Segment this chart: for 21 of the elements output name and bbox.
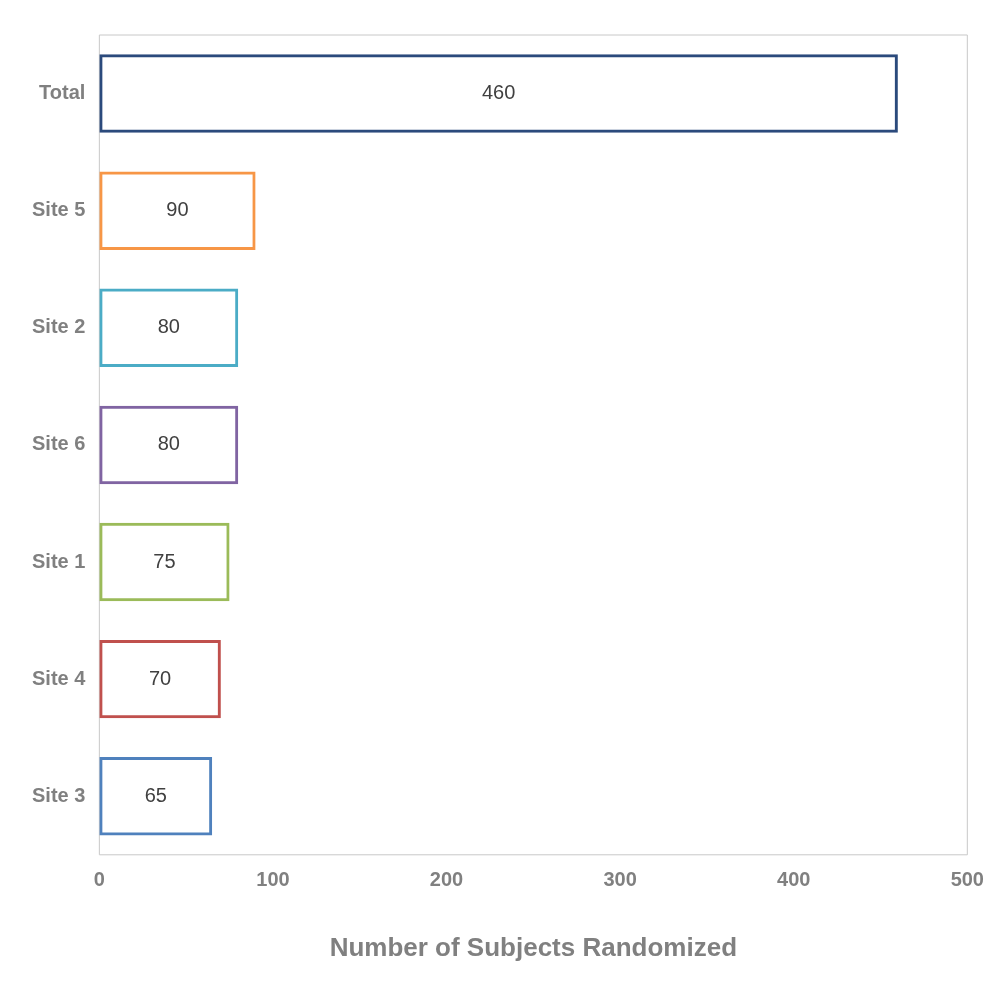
y-tick-label: Site 3 [32,783,86,806]
data-label: 80 [157,432,180,455]
x-tick-label: 100 [256,868,290,891]
y-tick-label: Site 2 [32,315,86,338]
x-tick-label: 400 [777,868,811,891]
data-label: 65 [144,783,167,806]
y-tick-label: Site 5 [32,198,86,221]
data-label: 75 [153,549,176,572]
x-tick-label: 300 [603,868,637,891]
y-tick-label: Site 4 [32,666,87,689]
y-tick-label: Site 1 [32,549,86,572]
data-label: 80 [157,315,180,338]
x-axis-title: Number of Subjects Randomized [329,931,738,962]
data-label: 90 [166,198,189,221]
x-tick-label: 200 [429,868,464,891]
data-label: 70 [148,666,172,689]
data-label: 460 [481,81,516,104]
x-tick-label: 500 [950,868,984,891]
y-tick-label: Total [39,81,86,104]
x-tick-label: 0 [93,868,105,891]
y-tick-label: Site 6 [32,432,86,455]
